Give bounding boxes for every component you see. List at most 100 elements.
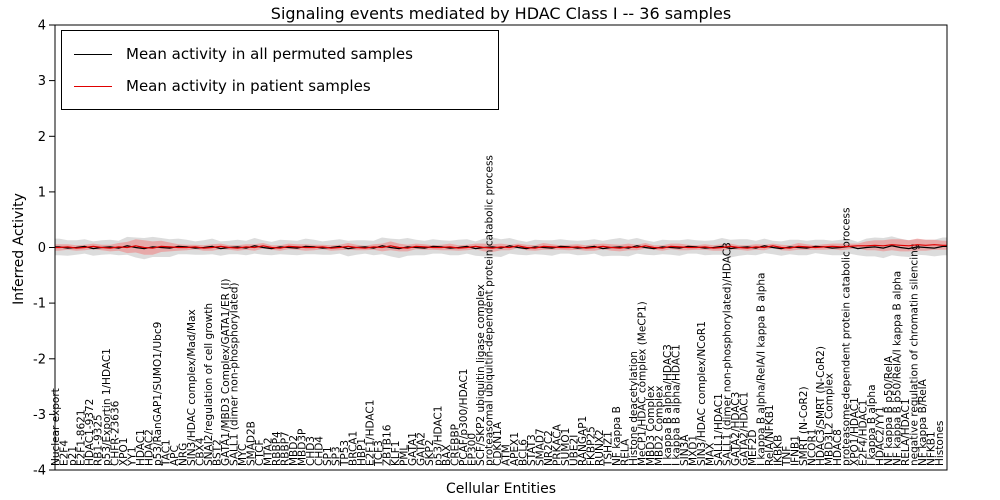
- x-tick-label: SIN3/HDAC complex/Mad/Max: [186, 309, 198, 466]
- x-tick-label: HBP1: [356, 438, 368, 466]
- x-tick-label: BST2: [212, 439, 224, 466]
- legend-item-permuted: Mean activity in all permuted samples: [74, 38, 486, 70]
- x-tick-label: YY1: [127, 446, 139, 467]
- x-tick-label: KLF1: [390, 441, 402, 466]
- legend-label-patient: Mean activity in patient samples: [126, 77, 371, 95]
- x-tick-label: RelA/NFKB1: [764, 404, 776, 466]
- patient-line-swatch: [74, 85, 112, 87]
- x-tick-label: BRCA1: [348, 431, 360, 466]
- y-tick-label: -4: [33, 464, 46, 479]
- legend-item-patient: Mean activity in patient samples: [74, 70, 486, 102]
- x-tick-label: MAX: [704, 443, 716, 466]
- x-tick-label: TP53: [339, 440, 351, 467]
- x-tick-label: APC: [169, 445, 181, 466]
- x-tick-label: GATA2: [416, 432, 428, 466]
- y-tick-label: 1: [38, 185, 46, 200]
- y-tick-label: 2: [38, 130, 46, 145]
- x-tick-label: RANGAP1: [577, 416, 589, 466]
- x-tick-label: GATA2/HDAC3: [730, 392, 742, 466]
- x-tick-label: E2F1/HDAC1: [365, 400, 377, 466]
- x-tick-label: CHD3: [305, 436, 317, 466]
- x-tick-label: p53/RanGAP1/SUMO1/Ubc9: [152, 322, 164, 466]
- x-tick-label: XPO1/HDAC1: [849, 397, 861, 466]
- legend-label-permuted: Mean activity in all permuted samples: [126, 45, 413, 63]
- x-tick-label: I kappa B alpha/HDAC1: [670, 344, 682, 466]
- x-tick-label: SP1: [322, 446, 334, 466]
- x-tick-label: NRG: [178, 443, 190, 466]
- x-tick-label: SALL1 (dimer non-phosphorylated)/HDAC3: [721, 242, 733, 466]
- x-tick-label: RBBP4: [271, 431, 283, 466]
- patient-mean-line: [55, 244, 947, 249]
- x-tick-label: MBD2 Complex: [653, 386, 665, 466]
- x-tick-label: CBX4: [195, 437, 207, 466]
- x-tick-label: NF kappa B p50/RelA: [883, 355, 895, 466]
- x-tick-label: SIN3A: [679, 434, 691, 466]
- y-tick-label: -3: [33, 408, 46, 423]
- x-tick-label: E2F4: [59, 440, 71, 466]
- x-tick-label: SP3: [331, 446, 343, 466]
- x-tick-label: HDAC2: [144, 429, 156, 466]
- x-tick-label: RUNX2: [594, 429, 606, 466]
- x-tick-label: IKBKB: [772, 435, 784, 466]
- y-tick-label: 0: [38, 241, 46, 256]
- x-tick-label: HDAC8: [832, 429, 844, 466]
- x-tick-label: MXD1: [687, 435, 699, 466]
- x-tick-label: FKBP25: [585, 426, 597, 466]
- x-tick-label: Histone deacetylation: [628, 351, 640, 466]
- x-axis-label: Cellular Entities: [445, 481, 557, 497]
- x-tick-label: EP300: [467, 433, 479, 466]
- x-tick-label: p53/Exportin 1/HDAC1: [101, 348, 113, 466]
- x-tick-label: BAX: [441, 444, 453, 466]
- x-tick-label: MBD2: [288, 435, 300, 466]
- x-tick-label: NFKB1: [925, 431, 937, 466]
- x-tick-label: I kappa B alpha: [866, 384, 878, 466]
- x-tick-label: PRKACA: [552, 423, 564, 466]
- y-axis-label: Inferred Activity: [11, 193, 27, 305]
- x-tick-label: SIN3/HDAC complex/NCoR1: [696, 321, 708, 466]
- x-tick-label: SMAD7: [535, 428, 547, 466]
- x-tick-label: SNAI2/regulation of cell growth: [203, 303, 215, 466]
- permuted-line-swatch: [74, 53, 112, 55]
- x-tick-label: GATA1: [407, 432, 419, 466]
- x-tick-label: XPO1: [118, 438, 130, 466]
- x-tick-label: ATM: [501, 444, 513, 466]
- x-tick-label: NR2C2: [543, 430, 555, 466]
- x-tick-label: RBBP7: [280, 431, 292, 466]
- x-tick-label: BCL6: [518, 439, 530, 466]
- x-tick-label: MBD3L2 Complex: [823, 373, 835, 466]
- x-tick-label: TAC1: [161, 439, 173, 467]
- x-tick-label: APEX1: [509, 432, 521, 466]
- x-tick-label: CHD4: [314, 436, 326, 466]
- x-tick-label: MBD3 Complex: [645, 386, 657, 466]
- x-tick-label: TCF3: [373, 440, 385, 467]
- x-tick-label: SALL1/HDAC1: [713, 393, 725, 466]
- x-tick-label: RELA: [619, 438, 631, 466]
- x-tick-label: RB1-9325: [93, 414, 105, 466]
- x-tick-label: PCAF/p300/HDAC1: [458, 369, 470, 466]
- x-tick-label: SMRT (N-CoR2): [798, 386, 810, 466]
- x-tick-label: NF kappa B/RelA: [917, 378, 929, 466]
- x-tick-label: UBE2I: [569, 435, 581, 466]
- x-tick-label: NF kappa B: [611, 406, 623, 466]
- x-tick-label: proteasomal ubiquitin-dependent protein …: [484, 155, 496, 466]
- x-tick-label: TNF: [781, 446, 793, 467]
- x-tick-label: E2F1-8621: [76, 409, 88, 466]
- x-tick-label: SCF/SKP2 ubiquitin ligase complex: [475, 284, 487, 466]
- x-tick-label: GATA2/HDAC1: [738, 392, 750, 466]
- x-tick-label: CREBBP: [450, 424, 462, 466]
- x-tick-label: SKP2: [424, 439, 436, 466]
- x-tick-label: HDAC3/SMRT (N-CoR2): [815, 346, 827, 466]
- x-tick-label: proteasome-dependent protein catabolic p…: [840, 207, 852, 466]
- y-tick-label: -1: [33, 297, 46, 312]
- y-tick-label: 4: [38, 19, 46, 34]
- x-tick-label: TSHZ1: [602, 431, 614, 467]
- x-tick-label: MeCP1/HDAC complex (MeCP1): [636, 301, 648, 466]
- x-tick-label: I kappa B alpha/RelA/I kappa B alpha: [755, 273, 767, 467]
- x-tick-label: I kappa B alpha/HDAC3: [662, 344, 674, 466]
- x-tick-label: SUMO1: [560, 428, 572, 466]
- x-tick-label: HDAC2/YY1: [874, 406, 886, 466]
- x-tick-label: SALL1 (dimer non-phosphorylated): [229, 283, 241, 466]
- x-tick-label: CHFR-23636: [110, 400, 122, 466]
- x-tick-label: RELA/HDAC1: [900, 398, 912, 466]
